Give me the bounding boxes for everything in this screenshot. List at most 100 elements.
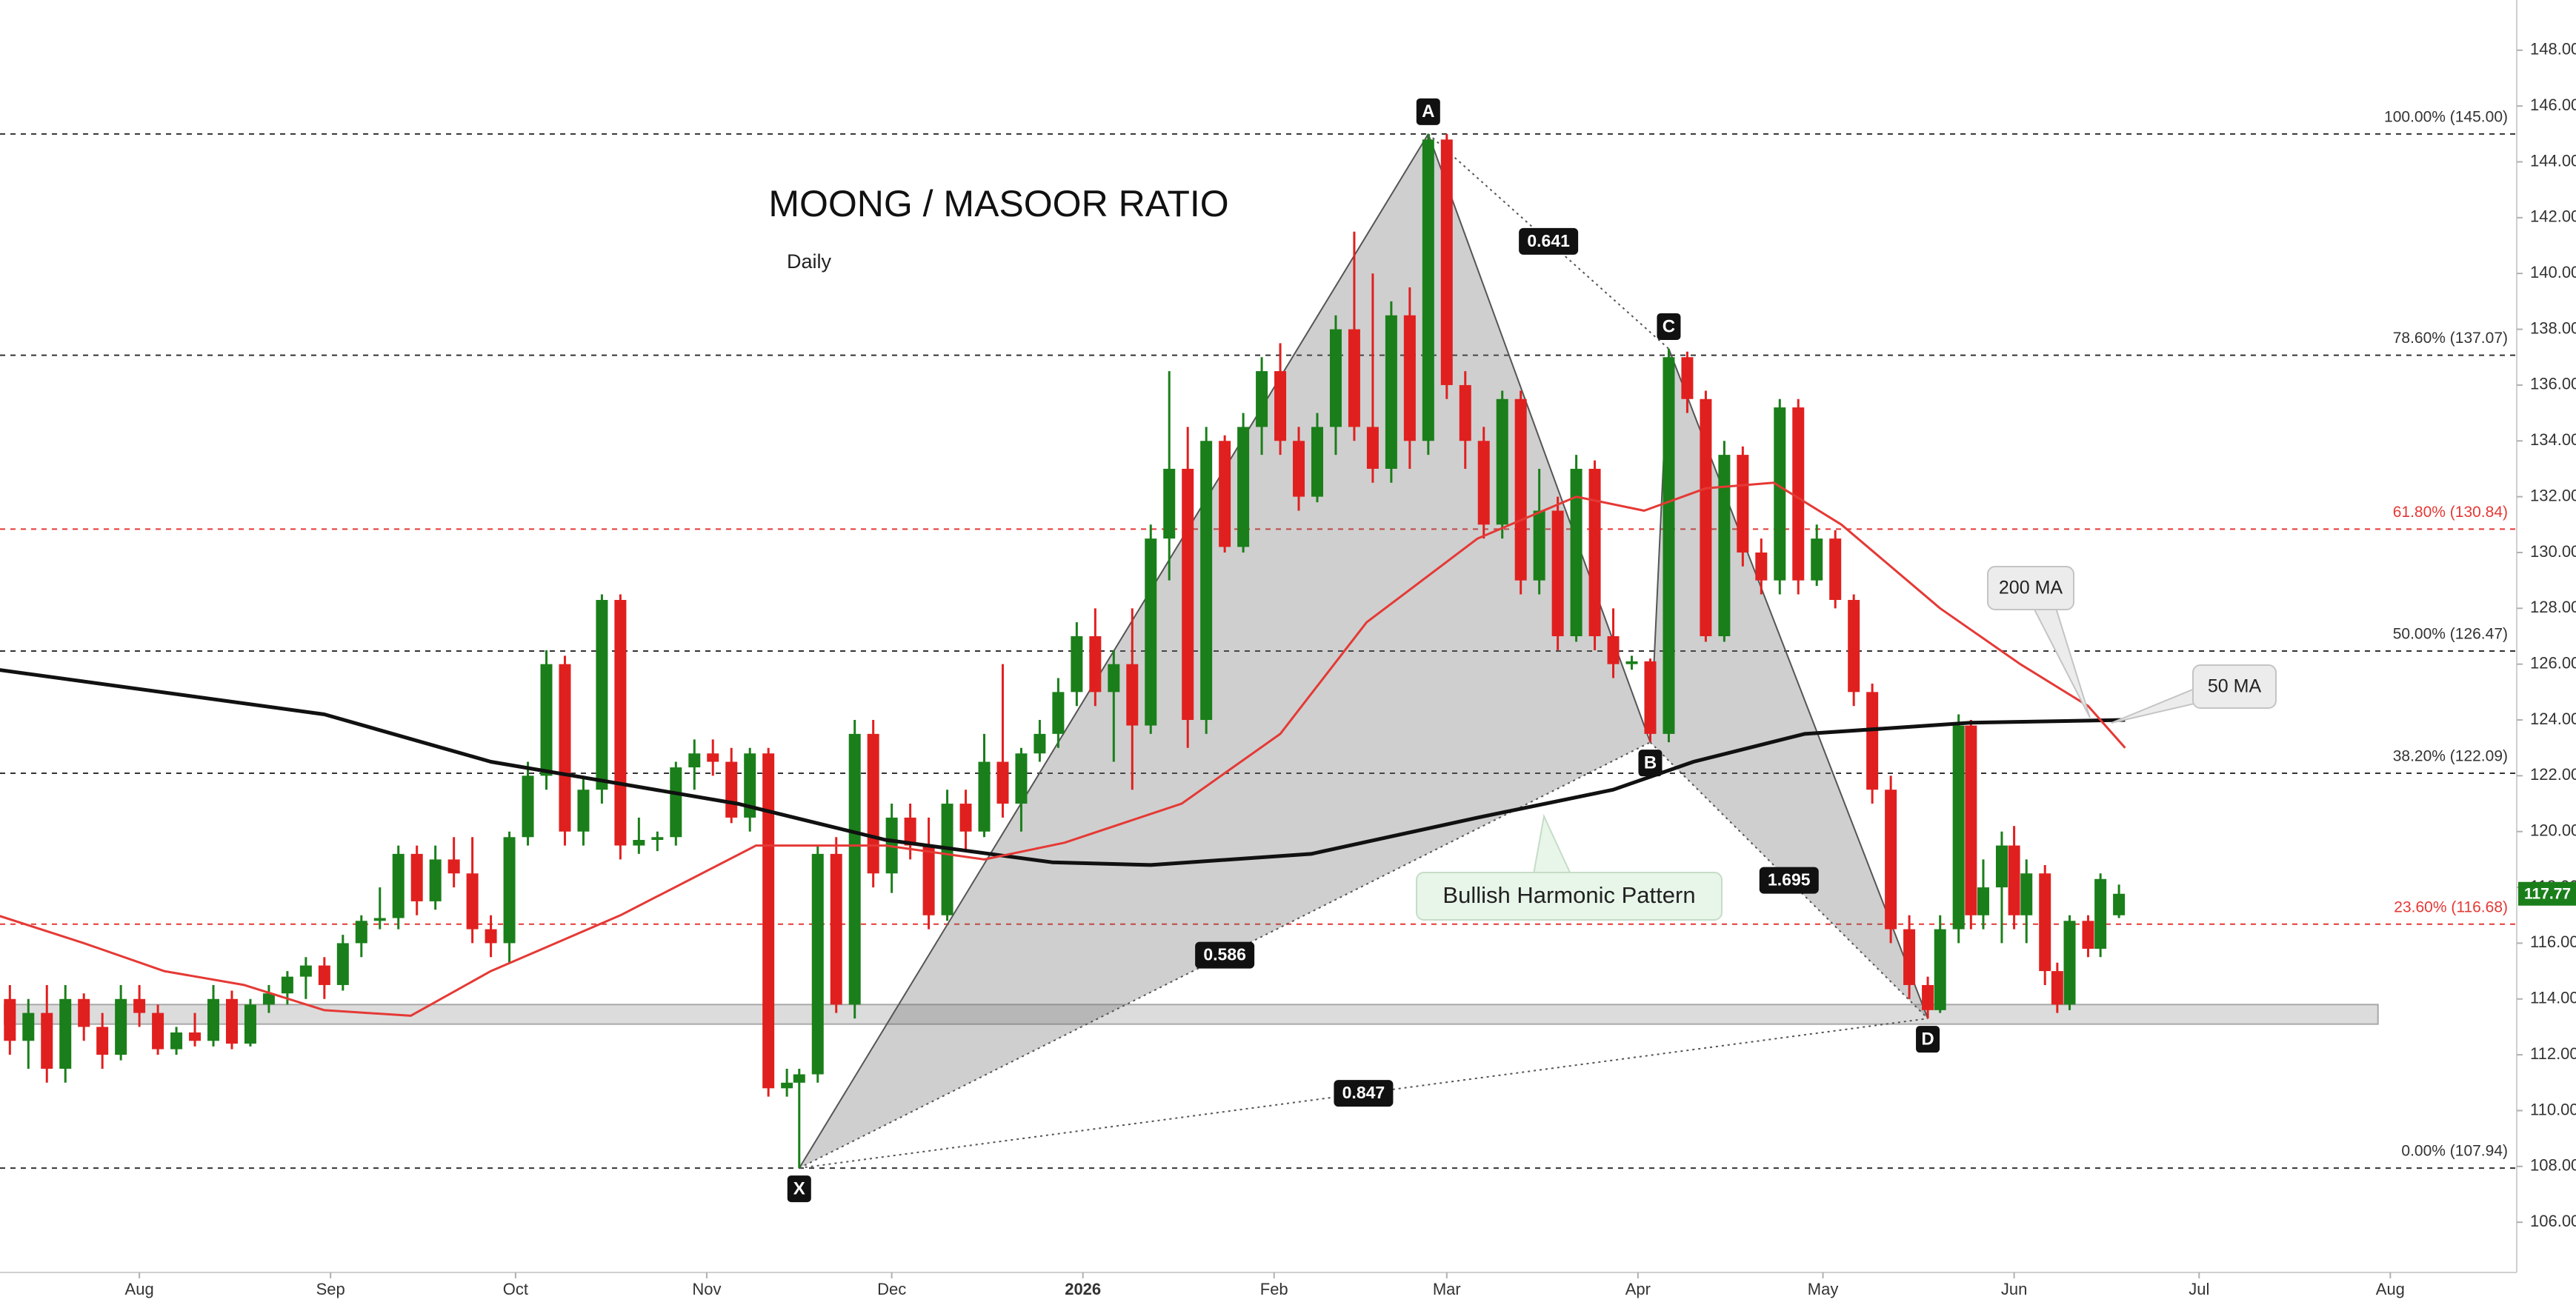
candle-body	[830, 853, 842, 1005]
candle-body	[633, 840, 645, 846]
candle-body	[1293, 441, 1305, 497]
y-tick-label: 148.00	[2530, 40, 2576, 59]
candle-body	[1977, 887, 1989, 915]
x-tick-label: Mar	[1433, 1280, 1461, 1298]
fib-level-label: 23.60% (116.68)	[2394, 898, 2508, 915]
pattern-point-box	[1657, 313, 1681, 340]
candle-body	[522, 775, 534, 838]
candle-body	[744, 753, 756, 818]
candle-body	[1792, 407, 1805, 581]
candle-body	[978, 761, 991, 832]
y-tick-label: 120.00	[2530, 821, 2576, 840]
x-tick-label: Jun	[2001, 1280, 2027, 1298]
candle-body	[96, 1027, 109, 1055]
candle-body	[614, 600, 627, 846]
candle-body	[78, 998, 90, 1027]
pattern-point-label: B	[1644, 753, 1657, 773]
candle-body	[996, 761, 1009, 804]
candle-body	[1403, 315, 1416, 441]
candle-body	[1329, 329, 1342, 427]
candle-body	[959, 804, 972, 832]
candle-body	[1774, 407, 1786, 581]
candle-body	[577, 790, 590, 832]
y-tick-label: 144.00	[2530, 151, 2576, 170]
moving-average-line	[0, 668, 2126, 867]
ma50-callout-text: 50 MA	[2208, 676, 2262, 697]
candle-body	[2008, 845, 2020, 915]
candle-body	[688, 753, 701, 768]
y-tick-label: 126.00	[2530, 653, 2576, 672]
x-tick-label: Aug	[125, 1280, 154, 1298]
candle-body	[41, 1012, 53, 1069]
candle-body	[59, 998, 72, 1069]
candle-body	[1108, 664, 1120, 693]
candle-body	[1385, 315, 1397, 469]
x-tick-label: Sep	[316, 1280, 345, 1298]
candle-body	[1126, 664, 1139, 726]
y-tick-label: 138.00	[2530, 318, 2576, 337]
x-tick-label: Jul	[2189, 1280, 2209, 1298]
candle-body	[707, 753, 719, 762]
candle-body	[318, 965, 330, 985]
candle-body	[1015, 753, 1028, 804]
fib-level-label: 61.80% (130.84)	[2393, 504, 2508, 521]
candle-body	[1995, 845, 2008, 888]
candle-body	[1071, 636, 1083, 693]
candle-body	[336, 943, 349, 985]
pattern-point-box	[787, 1175, 811, 1203]
y-tick-label: 146.00	[2530, 96, 2576, 114]
candle-body	[922, 845, 935, 915]
candle-body	[207, 998, 220, 1041]
candle-body	[1965, 725, 1977, 915]
y-tick-label: 116.00	[2530, 932, 2576, 951]
pattern-point-label: C	[1663, 316, 1675, 336]
candle-body	[1829, 538, 1842, 601]
last-price-label: 117.77	[2524, 885, 2571, 902]
pattern-triangle	[799, 133, 1651, 1169]
candle-body	[281, 976, 293, 994]
y-tick-label: 128.00	[2530, 598, 2576, 616]
pattern-point-label: A	[1422, 101, 1434, 121]
candle-body	[133, 998, 146, 1013]
y-tick-label: 134.00	[2530, 430, 2576, 449]
candle-body	[1145, 538, 1157, 726]
x-tick-label: Aug	[2376, 1280, 2405, 1298]
ratio-box	[1334, 1080, 1394, 1107]
candle-body	[1607, 636, 1620, 664]
candle-body	[429, 859, 442, 901]
candle-body	[1052, 692, 1065, 734]
candle-body	[1274, 371, 1287, 441]
y-tick-label: 114.00	[2530, 989, 2576, 1007]
candle-body	[2051, 971, 2063, 1005]
pattern-leg	[1668, 348, 1928, 1019]
candle-body	[559, 664, 571, 832]
candle-body	[762, 753, 775, 1089]
candle-body	[1514, 398, 1527, 581]
chart-title: MOONG / MASOOR RATIO	[768, 183, 1228, 224]
candle-body	[811, 853, 824, 1075]
pattern-point-box	[1638, 750, 1663, 777]
y-tick-label: 106.00	[2530, 1212, 2576, 1230]
ratio-label: 0.847	[1342, 1083, 1385, 1102]
candle-body	[1533, 510, 1545, 581]
candle-body	[1811, 538, 1823, 581]
pattern-callout-box	[1416, 872, 1723, 921]
candle-body	[299, 965, 312, 977]
x-tick-label: Nov	[692, 1280, 721, 1298]
candle-body	[1737, 455, 1749, 553]
ma200-callout-box	[1987, 566, 2074, 610]
fib-level-label: 50.00% (126.47)	[2393, 626, 2508, 643]
candle-body	[2063, 921, 2076, 1005]
ratio-box	[1195, 941, 1255, 969]
candle-body	[1163, 468, 1176, 539]
candle-body	[447, 859, 460, 874]
moving-average-line	[0, 481, 2126, 1017]
candle-body	[2082, 921, 2094, 949]
candle-body	[1681, 357, 1694, 399]
x-tick-label: Dec	[877, 1280, 906, 1298]
candle-body	[1663, 357, 1675, 734]
candle-body	[410, 853, 423, 901]
